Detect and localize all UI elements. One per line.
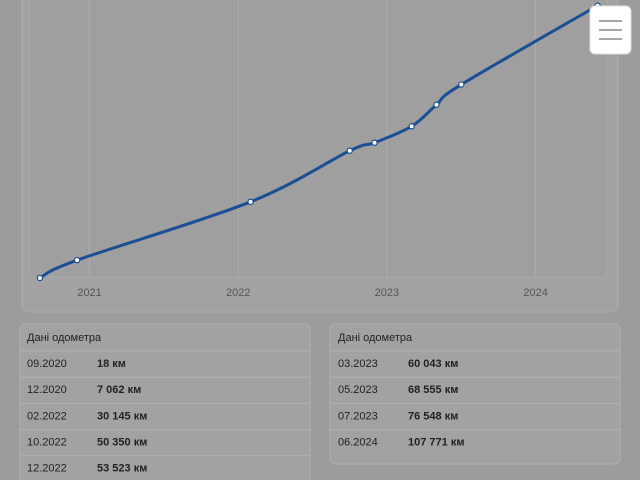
table-title: Дані одометра <box>338 332 413 344</box>
plot-area <box>29 0 608 278</box>
point <box>346 147 353 154</box>
point <box>36 274 44 282</box>
row-value: 76 548 км <box>408 410 458 422</box>
x-tick-label: 2021 <box>77 287 101 299</box>
row-date: 12.2020 <box>27 384 67 396</box>
menu-button[interactable] <box>589 5 632 55</box>
row-date: 09.2020 <box>27 358 67 370</box>
x-tick-label: 2022 <box>226 287 250 299</box>
row-date: 02.2022 <box>27 410 67 422</box>
row-value: 107 771 км <box>408 437 464 449</box>
x-tick-label: 2024 <box>523 287 547 299</box>
row-date: 07.2023 <box>338 410 378 422</box>
point <box>73 256 81 264</box>
table-title: Дані одометра <box>27 332 102 344</box>
row-date: 10.2022 <box>27 437 67 449</box>
row-date: 03.2023 <box>338 358 378 370</box>
point <box>371 139 378 146</box>
row-value: 50 350 км <box>97 437 147 449</box>
point <box>458 81 465 88</box>
point <box>247 198 254 206</box>
x-tick-label: 2023 <box>375 287 399 299</box>
row-value: 30 145 км <box>97 410 147 422</box>
table-card <box>19 323 311 480</box>
row-date: 05.2023 <box>338 384 378 396</box>
row-value: 53 523 км <box>97 463 147 475</box>
point <box>408 123 415 130</box>
point <box>433 101 440 108</box>
row-date: 06.2024 <box>338 437 378 449</box>
row-date: 12.2022 <box>27 463 67 475</box>
row-value: 18 км <box>97 358 126 370</box>
row-value: 7 062 км <box>97 384 141 396</box>
row-value: 60 043 км <box>408 358 458 370</box>
row-value: 68 555 км <box>408 384 458 396</box>
table-card <box>329 323 621 465</box>
